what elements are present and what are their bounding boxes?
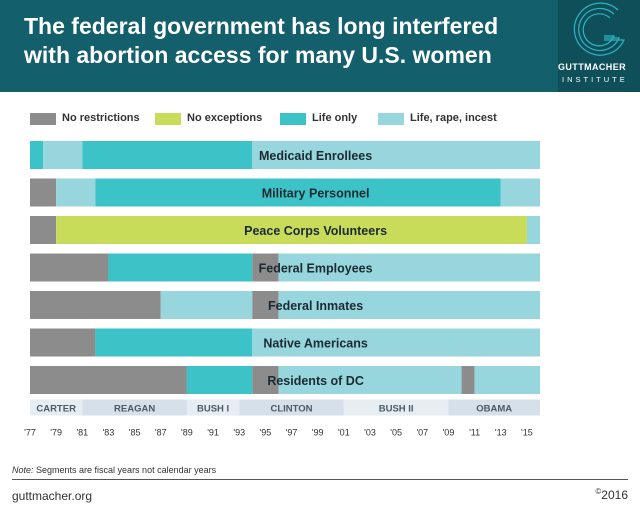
x-tick-label: '01 bbox=[338, 428, 350, 438]
bar-segment bbox=[30, 253, 109, 282]
era-band bbox=[82, 399, 187, 416]
era-band bbox=[239, 399, 344, 416]
chart-note: Note: Segments are fiscal years not cale… bbox=[12, 465, 216, 475]
row-label: Residents of DC bbox=[267, 374, 364, 388]
legend-swatch-life-rape-incest bbox=[378, 113, 404, 125]
legend-swatch-life-only bbox=[280, 113, 306, 125]
bar-segment bbox=[252, 253, 279, 282]
x-tick-label: '77 bbox=[24, 428, 36, 438]
era-label: CARTER bbox=[36, 404, 76, 415]
x-tick-label: '09 bbox=[443, 428, 455, 438]
footer-divider bbox=[12, 479, 628, 480]
bar-segment bbox=[278, 366, 462, 394]
x-tick-label: '81 bbox=[76, 428, 88, 438]
guttmacher-logo bbox=[558, 0, 640, 92]
bar-segment bbox=[56, 178, 96, 207]
logo-name: GUTTMACHER bbox=[558, 62, 626, 72]
bar-segment bbox=[252, 328, 541, 357]
x-tick-label: '03 bbox=[364, 428, 376, 438]
note-prefix: Note: bbox=[12, 465, 34, 475]
bar-segment bbox=[526, 216, 540, 244]
era-label: CLINTON bbox=[271, 404, 313, 415]
x-tick-label: '05 bbox=[390, 428, 402, 438]
bar-segment bbox=[252, 366, 279, 394]
legend-label: No exceptions bbox=[187, 112, 263, 124]
footer-site: guttmacher.org bbox=[12, 489, 93, 503]
era-band bbox=[448, 399, 540, 416]
policy-timeline-chart: Medicaid Enrollees Military Personnel Peac… bbox=[24, 141, 541, 438]
legend-swatch-no-exceptions bbox=[155, 113, 181, 125]
legend-label: No restrictions bbox=[62, 112, 140, 124]
x-tick-label: '95 bbox=[260, 428, 272, 438]
bar-segment bbox=[108, 253, 253, 282]
x-tick-label: '11 bbox=[469, 428, 480, 438]
bar-segment bbox=[43, 141, 83, 169]
x-tick-label: '89 bbox=[181, 428, 193, 438]
logo-mark-icon bbox=[573, 2, 625, 56]
era-label: REAGAN bbox=[114, 404, 155, 415]
x-tick-label: '85 bbox=[129, 428, 141, 438]
bar-segment bbox=[95, 328, 253, 357]
row-label: Federal Employees bbox=[259, 262, 373, 276]
x-tick-label: '93 bbox=[233, 428, 245, 438]
x-tick-label: '79 bbox=[50, 428, 62, 438]
era-band bbox=[343, 399, 449, 416]
bar-segment bbox=[82, 141, 253, 169]
footer-copyright: ©2016 bbox=[595, 487, 628, 502]
copyright-year: 2016 bbox=[601, 488, 628, 502]
legend-label: Life, rape, incest bbox=[410, 112, 497, 124]
row-label: Medicaid Enrollees bbox=[259, 149, 372, 163]
bar-segment bbox=[474, 366, 540, 394]
bar-segment bbox=[461, 366, 475, 394]
row-label: Federal Inmates bbox=[268, 299, 363, 313]
era-label: BUSH II bbox=[379, 404, 414, 415]
era-band bbox=[186, 399, 240, 416]
x-tick-label: '13 bbox=[495, 428, 507, 438]
bar-segment bbox=[56, 216, 527, 244]
bar-segment bbox=[160, 291, 253, 319]
bar-segment bbox=[30, 141, 44, 169]
header-banner: The federal government has long interfer… bbox=[0, 0, 640, 92]
row-label: Military Personnel bbox=[262, 187, 370, 201]
bar-segment bbox=[500, 178, 540, 207]
row-label: Peace Corps Volunteers bbox=[244, 224, 387, 238]
x-tick-label: '97 bbox=[286, 428, 298, 438]
bar-segment bbox=[252, 141, 541, 169]
x-tick-label: '99 bbox=[312, 428, 324, 438]
era-label: OBAMA bbox=[476, 404, 512, 415]
bar-segment bbox=[278, 291, 540, 319]
bar-segment bbox=[30, 178, 57, 207]
title-line-1: The federal government has long interfer… bbox=[24, 13, 499, 39]
x-tick-label: '91 bbox=[207, 428, 219, 438]
note-text: Segments are fiscal years not calendar y… bbox=[33, 465, 217, 475]
x-tick-label: '15 bbox=[521, 428, 533, 438]
x-tick-label: '07 bbox=[416, 428, 428, 438]
chart-title: The federal government has long interfer… bbox=[24, 12, 544, 70]
x-tick-label: '87 bbox=[155, 428, 167, 438]
era-label: BUSH I bbox=[197, 404, 229, 415]
bar-segment bbox=[252, 291, 279, 319]
row-label: Native Americans bbox=[263, 337, 367, 351]
bar-segment bbox=[186, 366, 253, 394]
bar-segment bbox=[278, 253, 540, 282]
bar-segment bbox=[30, 291, 161, 319]
bar-segment bbox=[30, 216, 57, 244]
era-band bbox=[30, 399, 83, 416]
legend-label: Life only bbox=[312, 112, 358, 124]
legend-swatch-no-restrictions bbox=[30, 113, 56, 125]
logo-subtitle: INSTITUTE bbox=[562, 75, 628, 84]
copyright-symbol: © bbox=[595, 487, 602, 496]
x-tick-label: '83 bbox=[103, 428, 115, 438]
bar-segment bbox=[95, 178, 501, 207]
title-line-2: with abortion access for many U.S. women bbox=[24, 42, 492, 68]
bar-segment bbox=[30, 328, 96, 357]
bar-segment bbox=[30, 366, 187, 394]
legend: No restrictions No exceptions Life only … bbox=[30, 112, 550, 126]
